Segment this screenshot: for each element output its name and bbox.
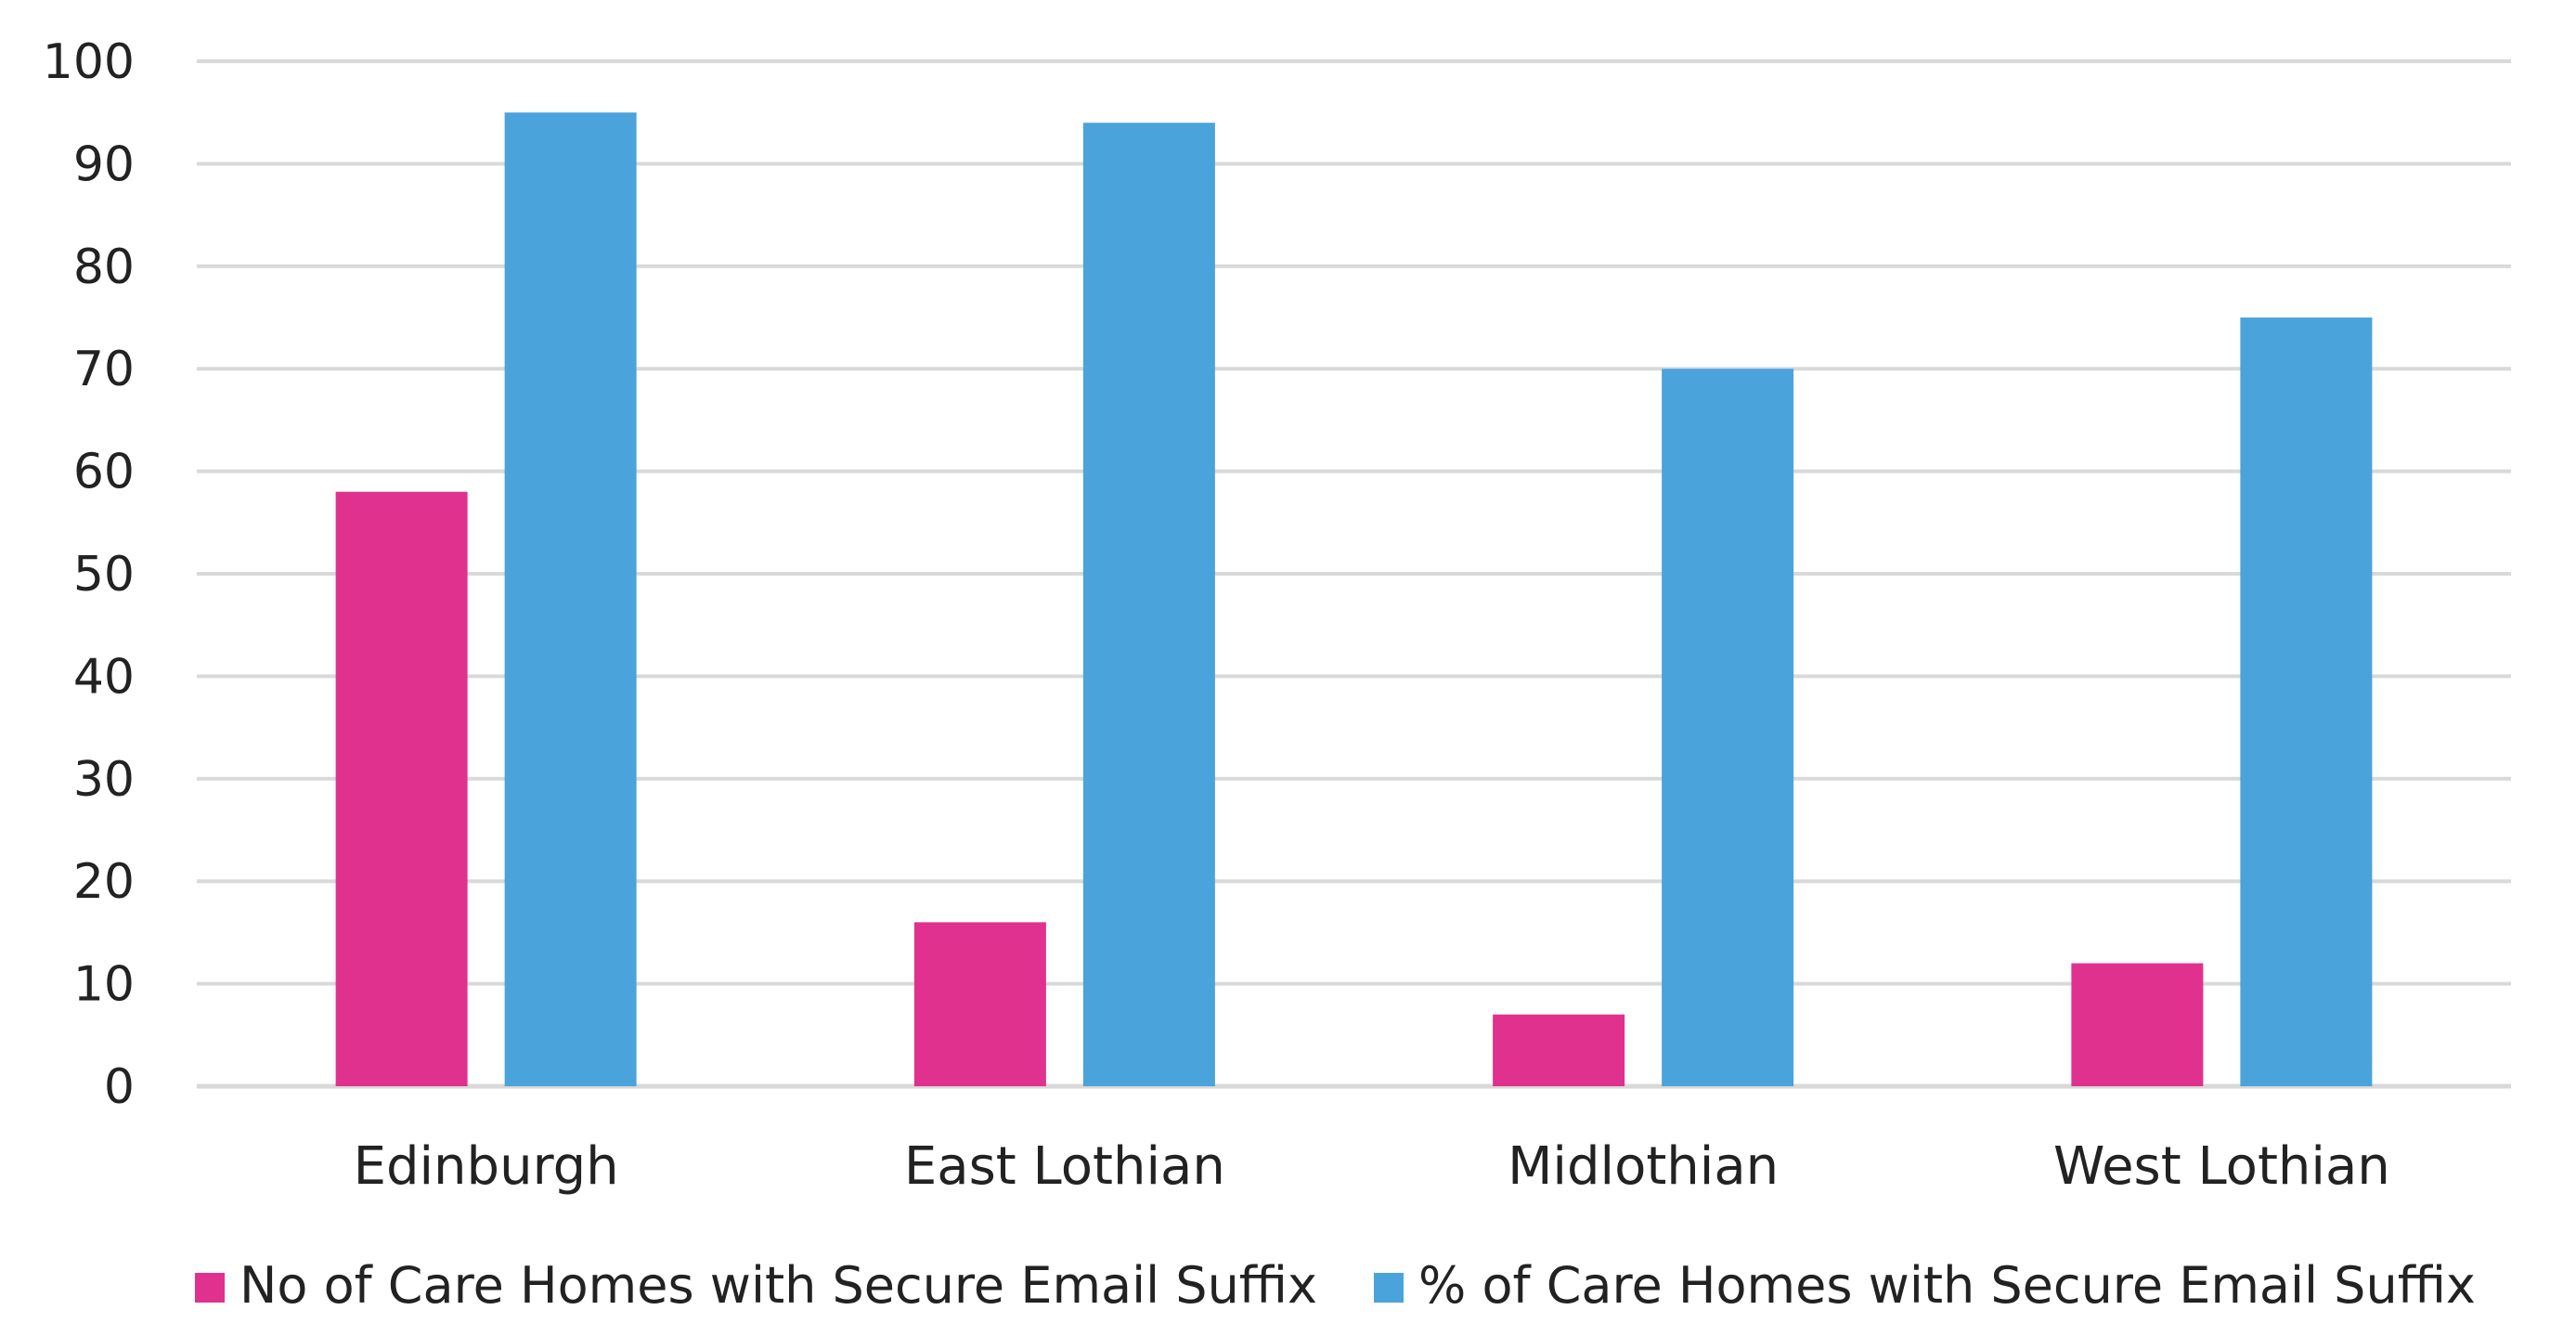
y-tick-label: 100 xyxy=(43,34,135,90)
y-tick-label: 0 xyxy=(104,1059,135,1115)
bars xyxy=(335,112,2373,1087)
y-tick-label: 70 xyxy=(73,342,135,397)
x-category-label: Edinburgh xyxy=(354,1136,619,1197)
x-axis-category-labels: Edinburgh East Lothian Midlothian West Loth… xyxy=(354,1136,2390,1197)
legend-label: No of Care Homes with Secure Email Suffi… xyxy=(239,1256,1317,1315)
y-tick-label: 30 xyxy=(73,752,135,808)
y-tick-label: 90 xyxy=(73,136,135,192)
y-tick-label: 60 xyxy=(73,445,135,500)
y-tick-label: 80 xyxy=(73,240,135,295)
bar-percent-edinburgh xyxy=(504,112,637,1087)
bar-percent-east-lothian xyxy=(1082,123,1215,1087)
bar-count-west-lothian xyxy=(2071,963,2204,1086)
x-category-label: Midlothian xyxy=(1508,1136,1779,1197)
bar-percent-midlothian xyxy=(1662,369,1794,1086)
x-category-label: East Lothian xyxy=(904,1136,1225,1197)
legend: No of Care Homes with Secure Email Suffi… xyxy=(195,1256,2476,1315)
y-axis-tick-labels: 0 10 20 30 40 50 60 70 80 90 100 xyxy=(43,34,135,1115)
y-tick-label: 40 xyxy=(73,649,135,705)
bar-count-east-lothian xyxy=(913,922,1046,1086)
legend-swatch xyxy=(195,1273,225,1303)
bar-count-midlothian xyxy=(1493,1014,1625,1086)
y-tick-label: 50 xyxy=(73,547,135,603)
bar-count-edinburgh xyxy=(335,491,468,1086)
y-tick-label: 20 xyxy=(73,854,135,910)
x-category-label: West Lothian xyxy=(2053,1136,2390,1197)
legend-label: % of Care Homes with Secure Email Suffix xyxy=(1418,1256,2476,1315)
legend-swatch xyxy=(1374,1273,1404,1303)
y-tick-label: 10 xyxy=(73,957,135,1013)
bar-percent-west-lothian xyxy=(2240,318,2373,1086)
